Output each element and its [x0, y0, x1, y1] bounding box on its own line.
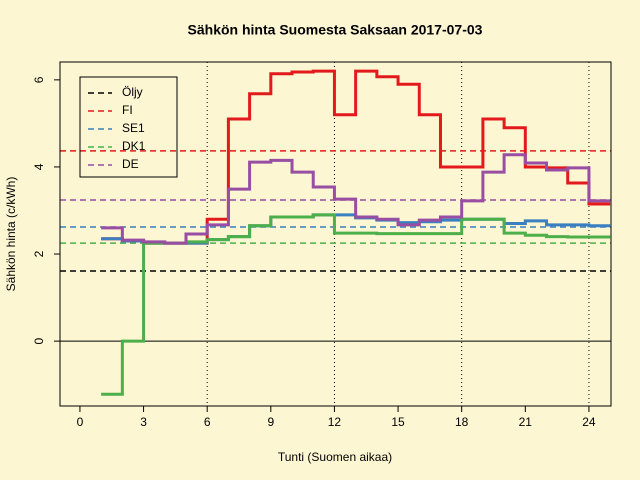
- step-line: [101, 153, 611, 245]
- x-tick-label: 18: [455, 415, 469, 429]
- y-tick-label: 6: [32, 76, 46, 83]
- legend-label: SE1: [122, 121, 145, 135]
- x-tick-label: 12: [328, 415, 342, 429]
- y-tick-label: 4: [32, 163, 46, 170]
- legend-label: Öljy: [122, 85, 143, 99]
- plot-frame: [59, 61, 612, 407]
- legend-label: FI: [122, 103, 133, 117]
- x-tick-label: 24: [582, 415, 596, 429]
- legend-box: [79, 76, 178, 178]
- legend-label: DK1: [122, 139, 146, 153]
- x-tick-label: 9: [267, 415, 274, 429]
- x-tick-label: 0: [77, 415, 84, 429]
- x-tick-label: 3: [140, 415, 147, 429]
- y-tick-label: 0: [32, 337, 46, 344]
- x-tick-label: 21: [519, 415, 533, 429]
- x-axis-label: Tunti (Suomen aikaa): [278, 450, 392, 464]
- y-axis-label: Sähkön hinta (c/kWh): [4, 177, 18, 292]
- chart-title: Sähkön hinta Suomesta Saksaan 2017-07-03: [188, 22, 483, 38]
- x-tick-label: 6: [204, 415, 211, 429]
- y-tick-label: 2: [32, 250, 46, 257]
- step-line: [101, 213, 611, 245]
- legend-label: DE: [122, 157, 139, 171]
- x-tick-label: 15: [391, 415, 405, 429]
